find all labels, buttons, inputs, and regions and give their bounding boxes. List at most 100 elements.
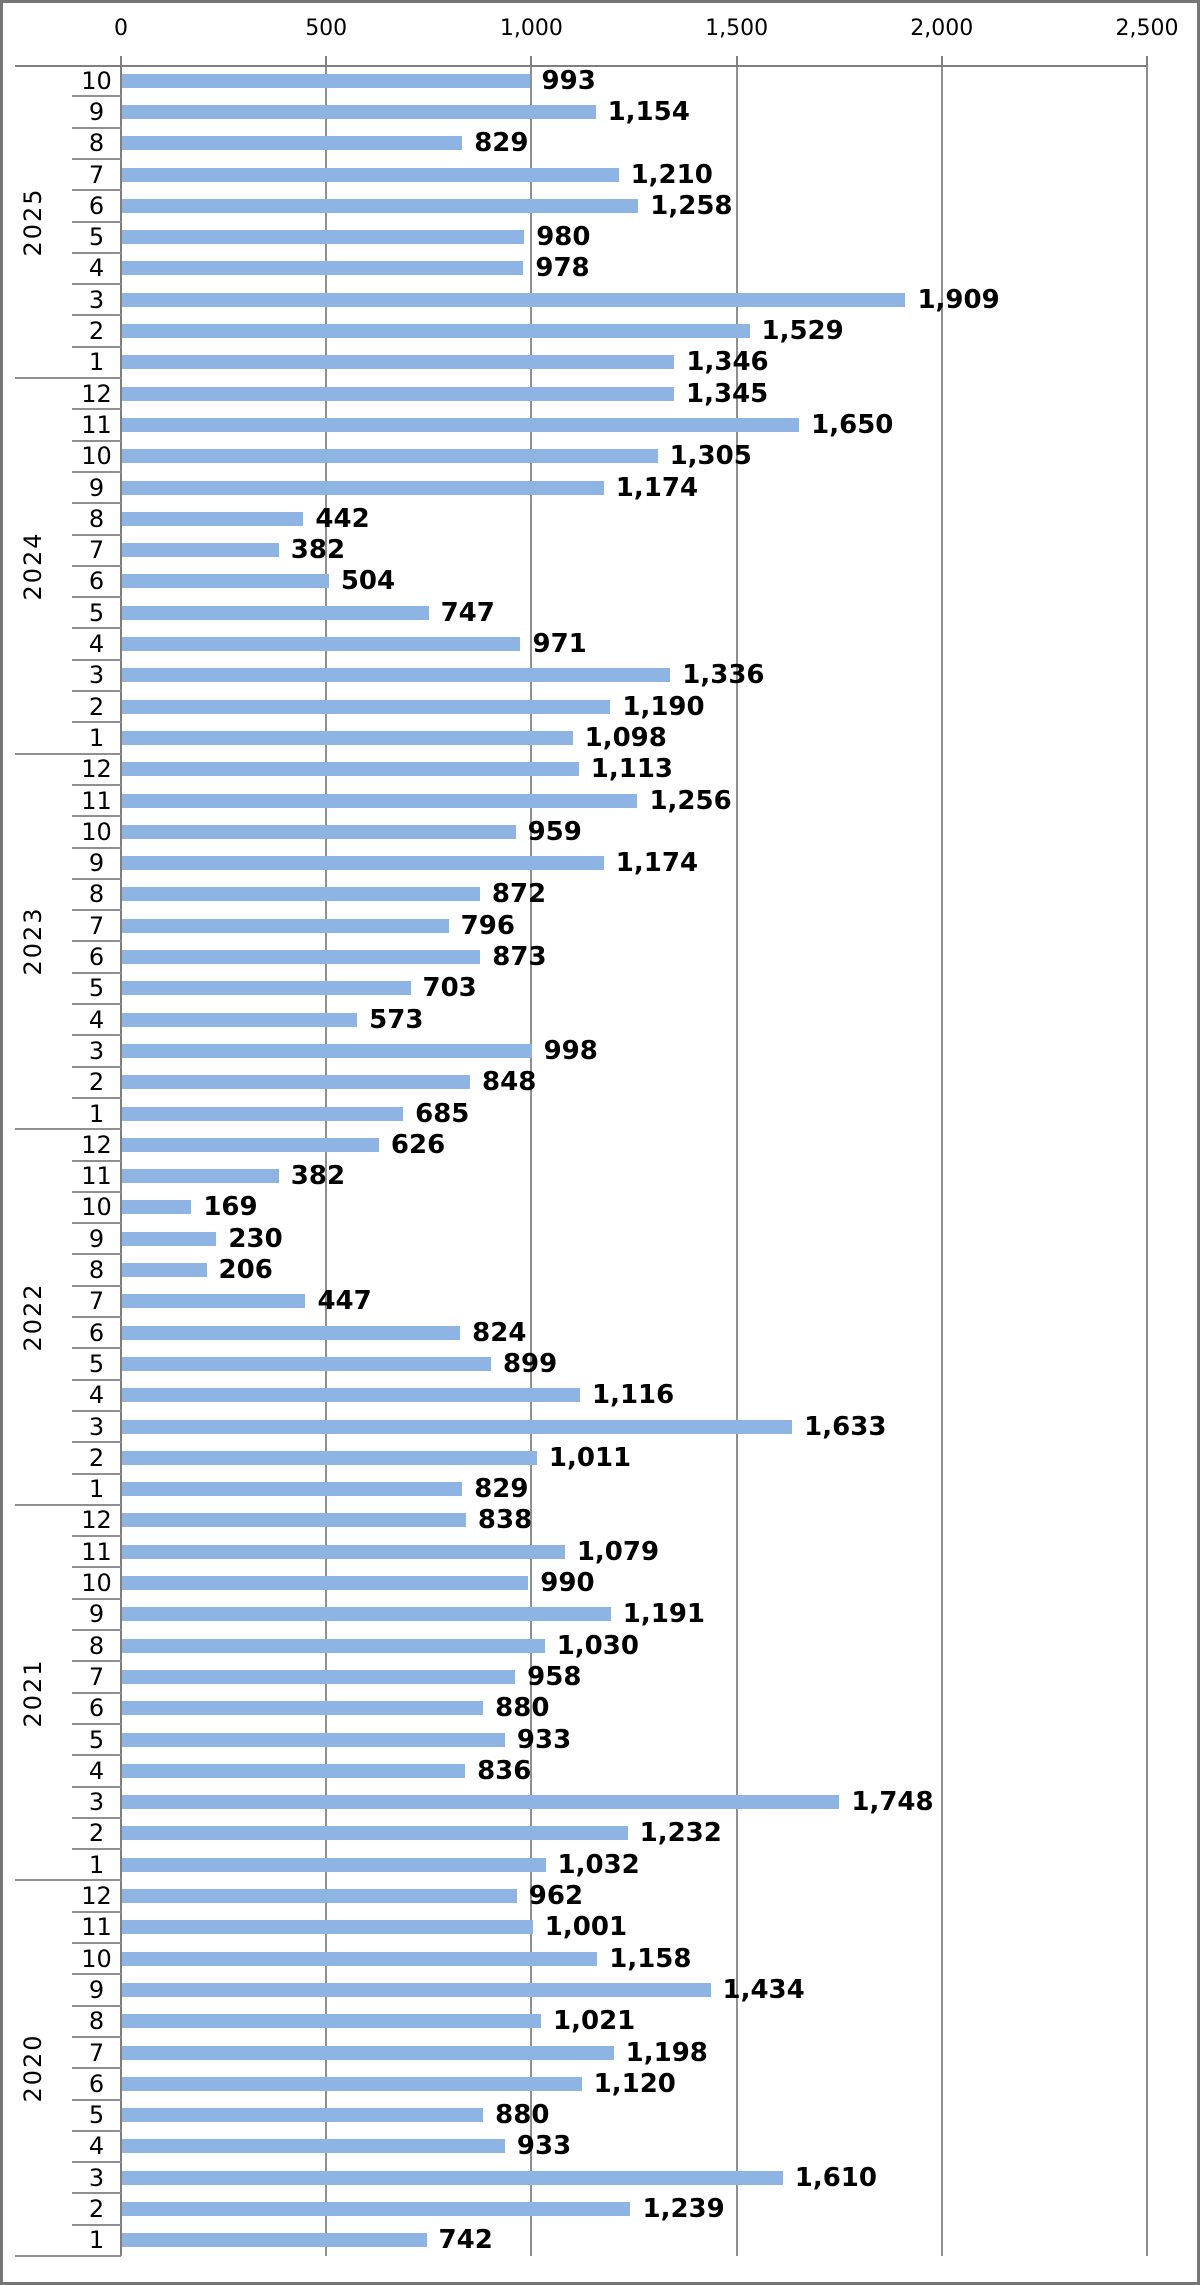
bar-value-label: 1,098 <box>584 722 667 753</box>
month-separator <box>72 1284 121 1287</box>
bar <box>122 856 604 871</box>
bar-value-label: 1,001 <box>544 1912 628 1943</box>
bar <box>122 1263 207 1278</box>
value-axis-tick <box>940 56 943 65</box>
month-separator <box>72 1003 121 1005</box>
month-tick-label: 1 <box>88 1850 105 1879</box>
bar <box>122 1982 711 1997</box>
bar <box>122 1732 505 1747</box>
gridline <box>530 65 533 2256</box>
bar <box>122 1669 516 1684</box>
bar-value-label: 703 <box>422 973 477 1004</box>
month-tick-label: 4 <box>88 630 105 659</box>
bar-value-label: 1,021 <box>553 2006 636 2037</box>
bar-value-label: 990 <box>540 1568 595 1599</box>
bar-value-label: 1,174 <box>615 848 699 879</box>
month-tick-label: 12 <box>81 379 112 408</box>
month-tick-label: 2 <box>88 2195 105 2224</box>
month-separator <box>72 1378 121 1381</box>
bar-value-label: 1,748 <box>851 1787 934 1818</box>
month-tick-label: 11 <box>81 1913 112 1942</box>
month-tick-label: 6 <box>88 1694 105 1723</box>
month-separator <box>72 1409 121 1412</box>
month-tick-label: 1 <box>88 2226 105 2255</box>
bar-value-label: 382 <box>290 1161 346 1192</box>
bar <box>122 449 658 464</box>
year-label: 2024 <box>19 531 47 601</box>
bar-value-label: 1,191 <box>622 1599 706 1630</box>
month-separator <box>72 189 121 192</box>
bar-value-label: 1,256 <box>649 785 732 816</box>
month-tick-label: 10 <box>81 1944 112 1973</box>
year-separator <box>15 1503 121 1506</box>
bar <box>122 1889 517 1904</box>
month-separator <box>72 1754 121 1757</box>
month-tick-label: 9 <box>88 1224 105 1253</box>
bar <box>122 668 671 683</box>
bar <box>122 1826 628 1841</box>
month-separator <box>72 1065 121 1068</box>
month-separator <box>72 940 121 943</box>
month-tick-label: 7 <box>88 160 105 189</box>
month-separator <box>72 2129 121 2132</box>
month-tick-label: 5 <box>88 974 105 1003</box>
month-separator <box>72 345 121 348</box>
month-tick-label: 9 <box>88 1600 105 1629</box>
value-axis-tick <box>325 56 328 65</box>
month-separator <box>72 2223 121 2226</box>
gridline <box>940 65 943 2256</box>
month-separator <box>72 1910 121 1913</box>
month-tick-label: 8 <box>88 1256 105 1285</box>
bar <box>122 1012 358 1027</box>
bar <box>122 1325 461 1340</box>
bar <box>122 261 524 276</box>
bar <box>122 2045 614 2060</box>
bar-value-label: 1,154 <box>607 96 690 127</box>
month-separator <box>72 1190 121 1193</box>
month-tick-label: 8 <box>88 129 105 158</box>
bar-value-label: 848 <box>482 1067 537 1098</box>
bar <box>122 824 516 839</box>
bar <box>122 355 675 370</box>
bar <box>122 699 611 714</box>
bar <box>122 2170 783 2185</box>
month-tick-label: 8 <box>88 504 105 533</box>
month-tick-label: 8 <box>88 2007 105 2036</box>
bar <box>122 950 481 965</box>
bar <box>122 1200 192 1215</box>
month-tick-label: 1 <box>88 1475 105 1504</box>
month-separator <box>72 1472 121 1475</box>
bar <box>122 104 596 119</box>
month-separator <box>72 596 121 599</box>
bar-value-label: 998 <box>543 1035 598 1066</box>
bar <box>122 605 429 620</box>
month-separator <box>72 314 121 317</box>
category-axis-line <box>120 65 122 2256</box>
month-separator <box>72 533 121 536</box>
bar <box>122 1169 279 1184</box>
month-tick-label: 7 <box>88 536 105 565</box>
x-axis-tick-label: 500 <box>305 16 348 41</box>
bar <box>122 1419 793 1434</box>
month-tick-label: 4 <box>88 254 105 283</box>
month-tick-label: 6 <box>88 2069 105 2098</box>
month-tick-label: 8 <box>88 880 105 909</box>
month-tick-label: 9 <box>88 473 105 502</box>
bar <box>122 887 480 902</box>
month-tick-label: 9 <box>88 1975 105 2004</box>
bar-value-label: 971 <box>532 629 587 660</box>
month-separator <box>72 1691 121 1694</box>
month-tick-label: 12 <box>81 1506 112 1535</box>
month-separator <box>72 1973 121 1976</box>
bar-value-label: 1,190 <box>622 691 705 722</box>
year-label: 2020 <box>19 2033 47 2103</box>
bar-value-label: 382 <box>290 535 346 566</box>
month-tick-label: 4 <box>88 1381 105 1410</box>
month-separator <box>72 1785 121 1788</box>
bar-value-label: 747 <box>440 597 495 628</box>
value-axis-tick <box>735 56 738 65</box>
month-separator <box>72 1535 121 1538</box>
month-tick-label: 3 <box>88 1788 105 1817</box>
bar <box>122 1951 598 1966</box>
gridline <box>735 65 738 2256</box>
